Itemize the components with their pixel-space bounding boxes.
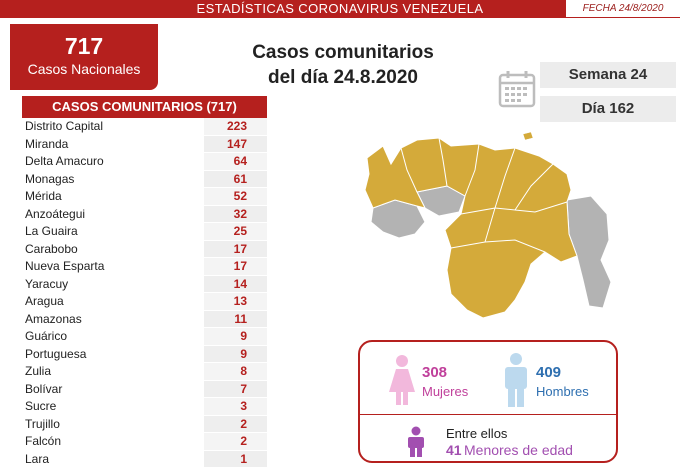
banner-title: ESTADÍSTICAS CORONAVIRUS VENEZUELA bbox=[196, 1, 484, 16]
woman-icon bbox=[389, 355, 415, 405]
table-row: Delta Amacuro 64 bbox=[22, 153, 267, 171]
table-row: Aragua 13 bbox=[22, 293, 267, 311]
state-cases: 9 bbox=[204, 345, 267, 363]
state-cases: 17 bbox=[204, 240, 267, 258]
women-count: 308 bbox=[422, 364, 448, 381]
state-cases: 7 bbox=[204, 380, 267, 398]
calendar-icon bbox=[498, 71, 536, 108]
page-title: Casos comunitarios del día 24.8.2020 bbox=[230, 40, 456, 90]
state-name: Delta Amacuro bbox=[25, 154, 104, 168]
table-row: Bolívar 7 bbox=[22, 380, 267, 398]
table-row: Mérida 52 bbox=[22, 188, 267, 206]
state-cases: 14 bbox=[204, 275, 267, 293]
state-name: Distrito Capital bbox=[25, 119, 104, 133]
state-cases: 13 bbox=[204, 293, 267, 311]
state-name: Amazonas bbox=[25, 311, 82, 326]
state-name: Sucre bbox=[25, 399, 57, 413]
state-name: Guárico bbox=[25, 329, 68, 343]
women-label: Mujeres bbox=[422, 384, 469, 399]
panel-divider bbox=[360, 414, 616, 415]
day-label: Día 162 bbox=[540, 96, 676, 122]
week-label: Semana 24 bbox=[540, 62, 676, 88]
state-cases: 147 bbox=[204, 135, 267, 153]
state-name: Falcón bbox=[25, 434, 62, 448]
state-cases: 223 bbox=[204, 118, 267, 136]
state-cases: 8 bbox=[204, 363, 267, 381]
child-icon bbox=[408, 426, 424, 457]
state-name: Aragua bbox=[25, 294, 64, 308]
table-row: Amazonas 11 bbox=[22, 310, 267, 328]
table-row: Monagas 61 bbox=[22, 170, 267, 188]
table-row: Miranda 147 bbox=[22, 135, 267, 153]
table-row: Nueva Esparta 17 bbox=[22, 258, 267, 276]
minors-label: Menores de edad bbox=[464, 442, 573, 458]
state-cases: 3 bbox=[204, 398, 267, 416]
state-cases: 61 bbox=[204, 170, 267, 188]
state-cases: 2 bbox=[204, 433, 267, 451]
national-cases-count: 717 bbox=[64, 33, 104, 59]
community-cases-table: CASOS COMUNITARIOS (717) Distrito Capita… bbox=[22, 96, 267, 468]
state-name: Mérida bbox=[25, 189, 62, 203]
top-banner: ESTADÍSTICAS CORONAVIRUS VENEZUELA FECHA… bbox=[0, 0, 680, 18]
table-row: Lara 1 bbox=[22, 450, 267, 468]
state-name: Lara bbox=[25, 451, 50, 466]
table-row: Anzoátegui 32 bbox=[22, 205, 267, 223]
state-cases: 25 bbox=[204, 223, 267, 241]
state-name: Portuguesa bbox=[25, 346, 87, 361]
table-header: CASOS COMUNITARIOS (717) bbox=[22, 96, 267, 118]
title-line-2: del día 24.8.2020 bbox=[268, 67, 418, 88]
table-row: Guárico 9 bbox=[22, 328, 267, 346]
table-row: Carabobo 17 bbox=[22, 240, 267, 258]
minors-count: 41 bbox=[446, 442, 462, 458]
state-name: Anzoátegui bbox=[25, 206, 86, 221]
state-name: Trujillo bbox=[25, 416, 60, 431]
state-name: Carabobo bbox=[25, 241, 78, 256]
state-cases: 17 bbox=[204, 258, 267, 276]
table-row: Yaracuy 14 bbox=[22, 275, 267, 293]
state-cases: 32 bbox=[204, 205, 267, 223]
national-cases-label: Casos Nacionales bbox=[27, 61, 141, 77]
man-icon bbox=[505, 353, 527, 407]
table-row: La Guaira 25 bbox=[22, 223, 267, 241]
venezuela-map bbox=[364, 131, 612, 319]
banner-date: FECHA 24/8/2020 bbox=[566, 0, 680, 18]
state-name: Zulia bbox=[25, 364, 52, 378]
state-cases: 9 bbox=[204, 328, 267, 346]
state-cases: 1 bbox=[204, 450, 267, 468]
state-cases: 11 bbox=[204, 310, 267, 328]
table-row: Zulia 8 bbox=[22, 363, 267, 381]
title-line-1: Casos comunitarios bbox=[252, 42, 434, 63]
state-name: Monagas bbox=[25, 171, 75, 186]
table-body: Distrito Capital 223 Miranda 147 Delta Amacu… bbox=[22, 118, 267, 468]
state-cases: 52 bbox=[204, 188, 267, 206]
table-row: Trujillo 2 bbox=[22, 415, 267, 433]
national-cases-box: 717 Casos Nacionales bbox=[10, 24, 158, 90]
demographics-panel: 308 Mujeres 409 Hombres Entre ellos 41 M… bbox=[358, 340, 618, 463]
men-count: 409 bbox=[536, 364, 562, 381]
men-label: Hombres bbox=[536, 384, 589, 399]
minors-intro: Entre ellos bbox=[446, 426, 508, 441]
state-name: Bolívar bbox=[25, 381, 63, 396]
table-row: Falcón 2 bbox=[22, 433, 267, 451]
state-name: Nueva Esparta bbox=[25, 259, 105, 273]
table-row: Portuguesa 9 bbox=[22, 345, 267, 363]
state-name: Yaracuy bbox=[25, 276, 69, 291]
table-row: Distrito Capital 223 bbox=[22, 118, 267, 136]
state-cases: 64 bbox=[204, 153, 267, 171]
state-name: Miranda bbox=[25, 136, 69, 151]
state-cases: 2 bbox=[204, 415, 267, 433]
table-row: Sucre 3 bbox=[22, 398, 267, 416]
state-name: La Guaira bbox=[25, 224, 78, 238]
